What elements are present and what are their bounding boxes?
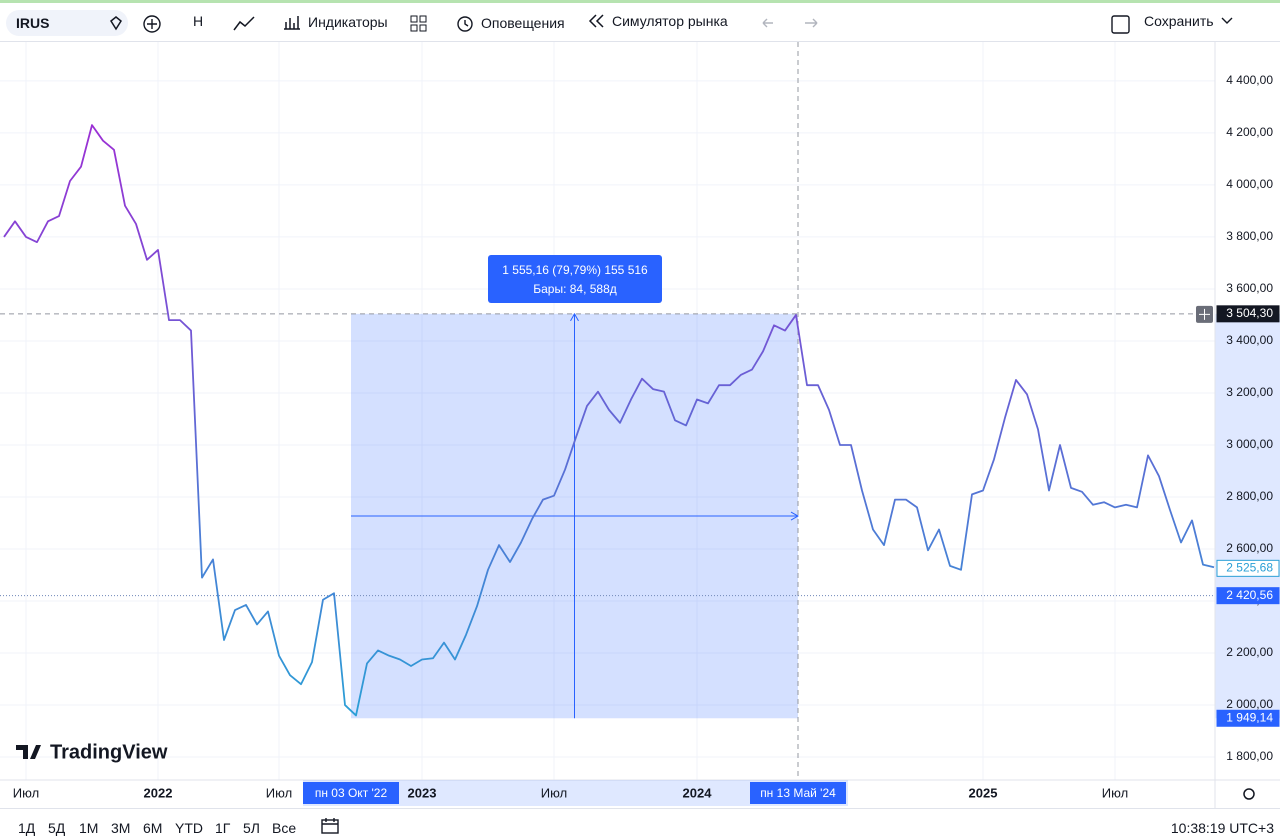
label: Симулятор рынка: [612, 13, 728, 29]
x-tick-label: Июл: [541, 785, 567, 800]
alerts[interactable]: Оповещения: [455, 13, 565, 33]
y-tick-label: 3 200,00: [1226, 385, 1273, 399]
label: Оповещения: [481, 15, 565, 31]
logo-mark: [16, 745, 41, 759]
save[interactable]: Сохранить: [1144, 13, 1234, 29]
undo-redo[interactable]: [760, 15, 820, 31]
time-label-bg: [303, 782, 399, 804]
bottom-bar: 1Д 5Д 1М 3М 6М YTD 1Г 5Л Все 10:38:19 UTC+3: [0, 808, 1280, 840]
icon: [322, 818, 338, 825]
range-button[interactable]: 1М: [79, 820, 99, 836]
x-tick-label: Июл: [266, 785, 292, 800]
y-tick-label: 2 200,00: [1226, 645, 1273, 659]
time-label: пн 13 Май '24: [760, 786, 836, 800]
interval[interactable]: Н: [193, 13, 204, 29]
x-tick-label: 2025: [969, 785, 998, 800]
price-label-bg: [1216, 559, 1280, 577]
icon: [321, 819, 339, 834]
y-tick-label: 2 600,00: [1226, 541, 1273, 555]
range-button[interactable]: YTD: [175, 820, 203, 836]
x-tick-label: 2022: [144, 785, 173, 800]
x-tick-label: 2024: [683, 785, 713, 800]
x-tick-label: Июл: [1102, 785, 1128, 800]
price-label-bg: [1216, 305, 1280, 323]
y-tick-label: 1 800,00: [1226, 749, 1273, 763]
range-button[interactable]: 6М: [143, 820, 163, 836]
y-tick-label: 4 200,00: [1226, 125, 1273, 139]
price-label: 2 420,56: [1226, 588, 1273, 602]
range-change: 1 555,16 (79,79%) 155 516: [502, 263, 648, 277]
label: Индикаторы: [308, 14, 388, 30]
icon: [110, 16, 122, 31]
logo: TradingView: [50, 741, 168, 763]
settings[interactable]: [1243, 788, 1255, 800]
price-label: 1 949,14: [1226, 710, 1273, 724]
icon: [1221, 17, 1233, 24]
layouts[interactable]: [410, 15, 428, 33]
range-button[interactable]: 3М: [111, 820, 131, 836]
range-button[interactable]: 1Г: [215, 820, 231, 836]
range-tooltip: [488, 255, 662, 303]
range-button[interactable]: 5Д: [48, 820, 66, 836]
clock: 10:38:19 UTC+3: [1170, 820, 1274, 836]
y-tick-label: 2 800,00: [1226, 489, 1273, 503]
indicators[interactable]: Индикаторы: [282, 13, 388, 31]
range-button[interactable]: 5Л: [243, 820, 260, 836]
y-tick-label: 4 000,00: [1226, 177, 1273, 191]
calendar[interactable]: [320, 816, 340, 836]
toolbar: IRUS Н Индикаторы Оповещения Симулятор р…: [0, 0, 1280, 42]
range-button[interactable]: 1Д: [18, 820, 36, 836]
price-line-series: [3, 124, 1215, 717]
price-label-bg: [1216, 709, 1280, 727]
y-tick-label: 3 800,00: [1226, 229, 1273, 243]
symbol[interactable]: IRUS: [6, 10, 128, 36]
chart: 1 555,16 (79,79%) 155 516 Бары: 84, 588д 1…: [0, 42, 1280, 808]
time-label: пн 03 Окт '22: [315, 786, 388, 800]
y-tick-label: 2 000,00: [1226, 697, 1273, 711]
label: Сохранить: [1144, 13, 1214, 29]
range-arrows: [351, 312, 800, 719]
chart-type[interactable]: [232, 14, 256, 34]
x-tick-label: Июл: [13, 785, 39, 800]
range-bars: Бары: 84, 588д: [533, 282, 617, 296]
icon: [588, 14, 604, 28]
add-icon: [1199, 308, 1210, 320]
time-label-bg: [750, 782, 846, 804]
icon: [457, 16, 473, 32]
price-label: 3 504,30: [1226, 306, 1273, 320]
y-tick-label: 3 600,00: [1226, 281, 1273, 295]
add-icon[interactable]: [142, 14, 162, 34]
y-tick-label: 3 000,00: [1226, 437, 1273, 451]
x-tick-label: 2023: [408, 785, 437, 800]
price-axis-range: [1215, 313, 1280, 719]
range-button[interactable]: Все: [272, 820, 297, 836]
price-label-bg: [1216, 587, 1280, 605]
icon: [284, 16, 300, 30]
y-tick-label: 4 400,00: [1226, 73, 1273, 87]
y-tick-label: 3 400,00: [1226, 333, 1273, 347]
replay[interactable]: Симулятор рынка: [588, 13, 728, 29]
checkbox[interactable]: [1111, 15, 1131, 35]
price-label: 2 525,68: [1226, 561, 1273, 575]
